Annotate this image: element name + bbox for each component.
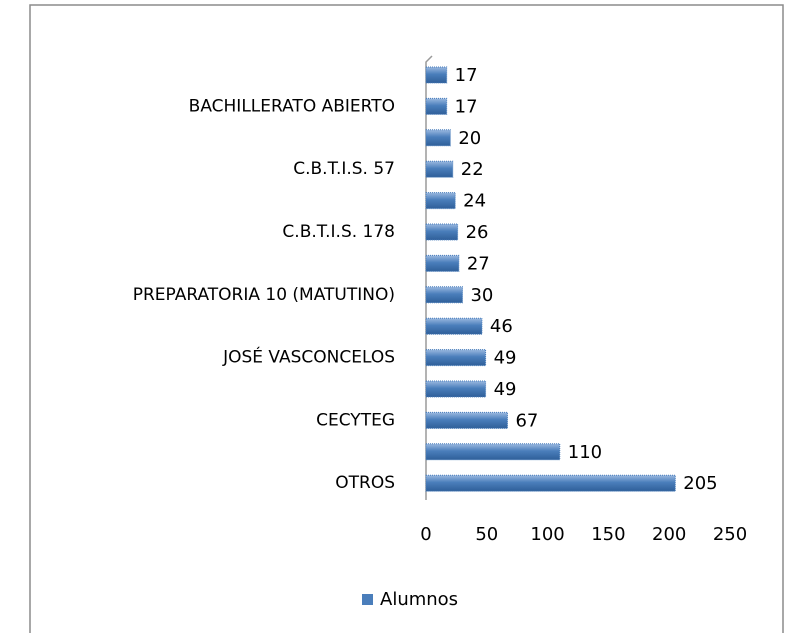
data-label: 49 <box>494 379 517 400</box>
y-tick-label: JOSÉ VASCONCELOS <box>222 346 395 368</box>
data-label: 67 <box>515 410 538 431</box>
bar <box>425 443 561 461</box>
data-label: 205 <box>683 473 717 494</box>
chart-frame <box>29 4 784 633</box>
y-tick-label: OTROS <box>335 473 395 493</box>
bar <box>425 160 454 178</box>
y-tick-label: BACHILLERATO ABIERTO <box>189 96 395 116</box>
data-label: 49 <box>494 348 517 369</box>
bar <box>425 317 483 335</box>
data-label: 24 <box>463 191 486 212</box>
bar <box>425 66 448 84</box>
x-tick-label: 150 <box>591 524 625 545</box>
bar <box>425 286 463 304</box>
bar <box>425 349 487 367</box>
data-label: 110 <box>568 442 602 463</box>
x-tick-label: 0 <box>420 524 431 545</box>
data-label: 30 <box>470 285 493 306</box>
bar <box>425 411 508 429</box>
data-label: 26 <box>466 222 489 243</box>
data-label: 20 <box>458 128 481 149</box>
x-tick-label: 100 <box>530 524 564 545</box>
y-tick-label: C.B.T.I.S. 178 <box>282 222 395 242</box>
y-tick-label: CECYTEG <box>316 410 395 430</box>
data-label: 46 <box>490 316 513 337</box>
y-tick-label: C.B.T.I.S. 57 <box>293 159 395 179</box>
y-axis <box>425 55 433 500</box>
y-tick-label: PREPARATORIA 10 (MATUTINO) <box>133 285 395 305</box>
legend-label: Alumnos <box>380 589 458 610</box>
bar <box>425 380 487 398</box>
x-tick-label: 200 <box>652 524 686 545</box>
data-label: 17 <box>455 96 478 117</box>
data-label: 27 <box>467 253 490 274</box>
bar <box>425 254 460 272</box>
legend-swatch <box>362 594 373 605</box>
x-tick-label: 250 <box>713 524 747 545</box>
bar <box>425 97 448 115</box>
bar <box>425 474 676 492</box>
x-tick-label: 50 <box>475 524 498 545</box>
data-label: 17 <box>455 65 478 86</box>
bar <box>425 223 459 241</box>
bar <box>425 192 456 210</box>
bar <box>425 129 451 147</box>
data-label: 22 <box>461 159 484 180</box>
